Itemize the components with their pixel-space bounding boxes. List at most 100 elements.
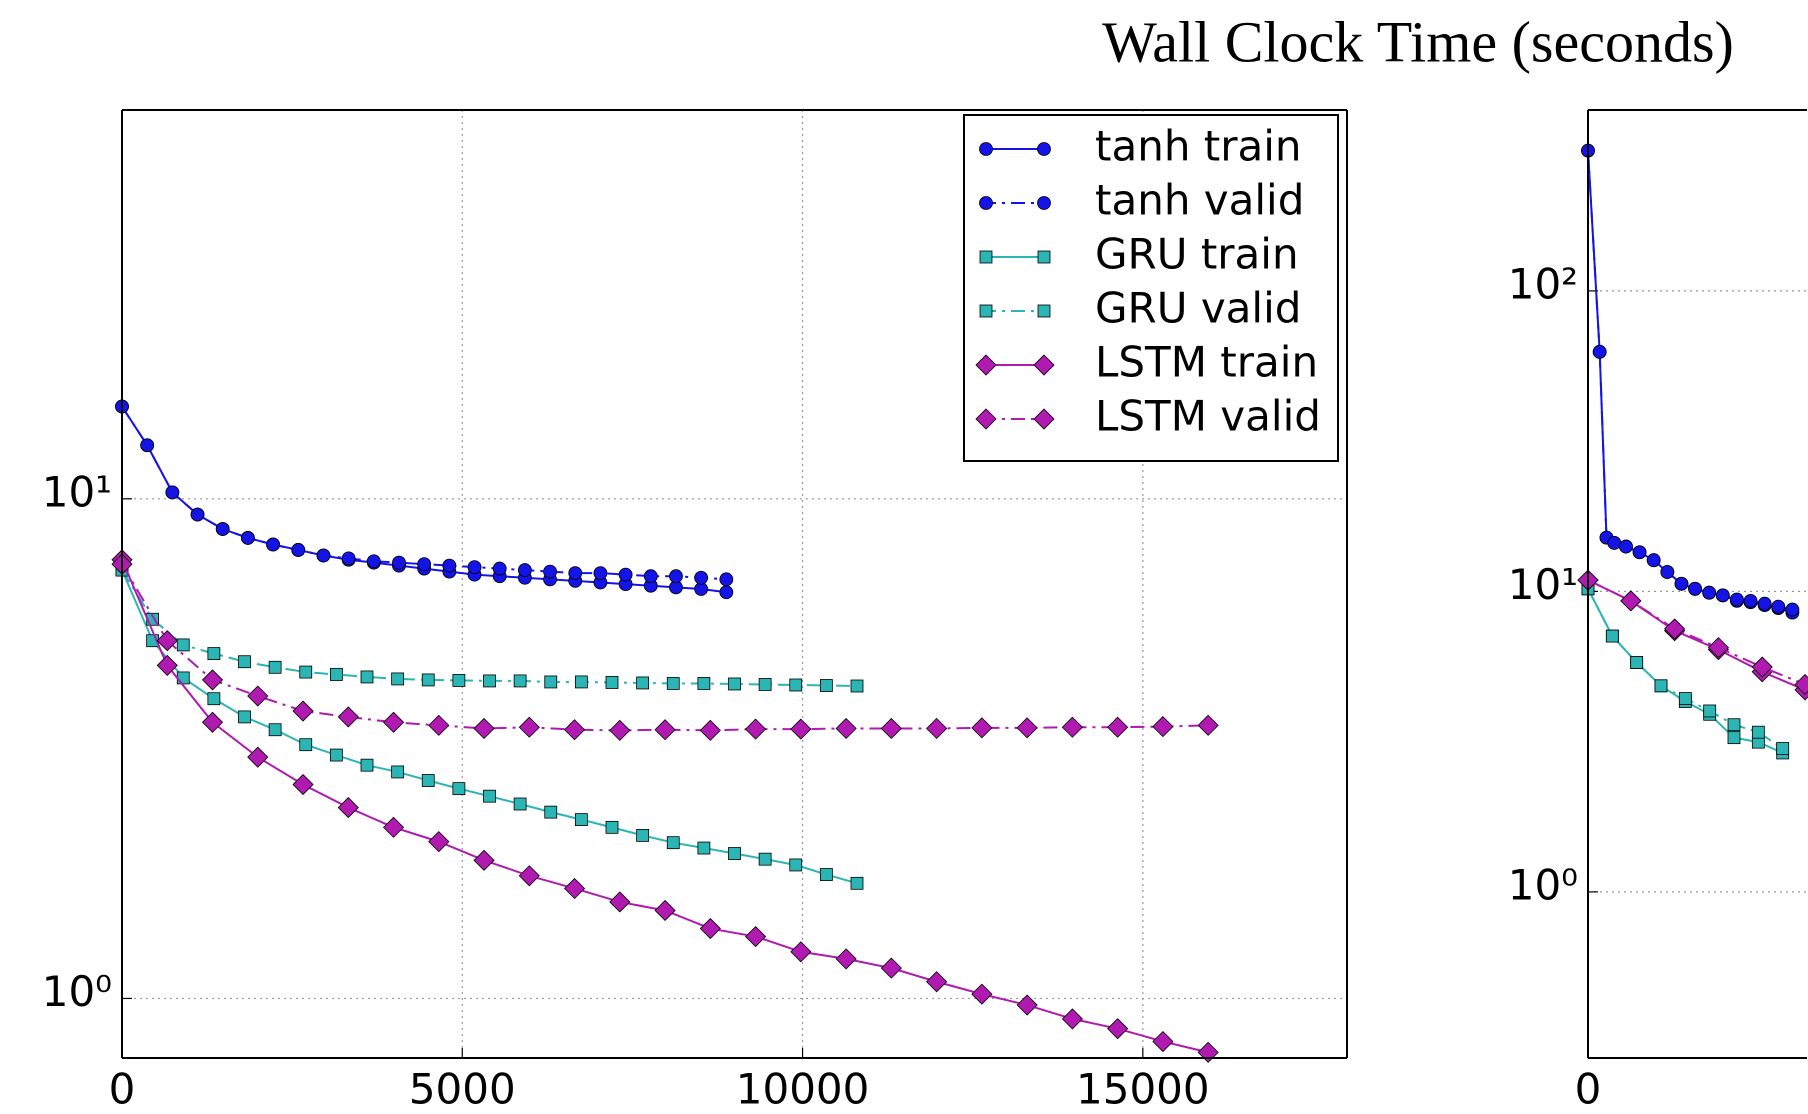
marker xyxy=(1619,539,1633,554)
marker xyxy=(421,673,435,687)
marker xyxy=(609,891,631,913)
marker xyxy=(789,678,803,692)
marker xyxy=(719,585,734,600)
marker xyxy=(1620,590,1642,612)
marker xyxy=(316,548,331,563)
marker xyxy=(1771,599,1786,614)
legend-marker xyxy=(979,142,993,156)
marker xyxy=(201,669,224,691)
legend-label: tanh valid xyxy=(1095,176,1304,225)
marker xyxy=(880,717,902,740)
legend-marker xyxy=(1033,408,1055,430)
marker xyxy=(292,773,314,796)
marker xyxy=(291,543,306,557)
legend-label: LSTM train xyxy=(1095,338,1318,387)
marker xyxy=(360,670,374,684)
marker xyxy=(1715,588,1730,603)
marker xyxy=(835,948,857,970)
marker xyxy=(666,677,680,690)
marker xyxy=(238,710,251,724)
marker xyxy=(1152,716,1174,738)
marker xyxy=(492,561,507,576)
marker xyxy=(1785,602,1800,617)
marker xyxy=(728,847,741,860)
marker xyxy=(971,717,993,739)
legend-label: GRU valid xyxy=(1095,284,1301,333)
marker xyxy=(758,678,772,691)
legend-marker xyxy=(979,304,993,318)
marker xyxy=(636,676,650,690)
series-line xyxy=(121,563,1209,732)
marker xyxy=(1702,585,1717,600)
marker xyxy=(483,789,496,803)
marker xyxy=(568,566,583,581)
marker xyxy=(215,522,230,536)
marker xyxy=(758,852,772,866)
legend-marker xyxy=(1037,142,1051,156)
marker xyxy=(609,719,631,741)
y-tick-label: 10¹ xyxy=(1508,560,1578,609)
marker xyxy=(819,679,833,692)
legend-marker xyxy=(1033,354,1055,376)
marker xyxy=(156,630,178,652)
legend-marker xyxy=(979,196,993,210)
marker xyxy=(1727,731,1741,745)
marker xyxy=(694,570,709,585)
marker xyxy=(1743,593,1758,608)
marker xyxy=(452,674,466,687)
marker xyxy=(421,774,435,787)
marker xyxy=(518,865,540,887)
marker xyxy=(391,765,405,779)
marker xyxy=(543,564,557,579)
marker xyxy=(176,671,190,685)
series-line xyxy=(121,569,858,688)
marker xyxy=(654,899,676,922)
marker xyxy=(669,569,683,584)
legend-marker xyxy=(975,408,997,430)
marker xyxy=(1727,718,1741,732)
y-tick-label: 10⁰ xyxy=(1508,860,1578,909)
marker xyxy=(299,665,313,679)
marker xyxy=(517,563,532,577)
series-line xyxy=(121,405,727,581)
marker xyxy=(299,738,313,752)
marker xyxy=(1703,704,1717,718)
series-line xyxy=(121,559,1209,1054)
marker xyxy=(1061,1008,1083,1030)
legend-marker xyxy=(979,250,993,264)
marker xyxy=(337,797,359,819)
x-tick-label: 5000 xyxy=(409,1065,516,1114)
marker xyxy=(699,917,721,940)
legend-box xyxy=(963,114,1339,462)
marker xyxy=(1107,1018,1129,1040)
marker xyxy=(697,841,711,855)
marker xyxy=(544,805,558,819)
marker xyxy=(165,485,180,500)
marker xyxy=(850,679,864,693)
marker xyxy=(140,438,155,453)
figure-title: Wall Clock Time (seconds) xyxy=(1102,9,1734,74)
legend-marker xyxy=(1037,250,1051,264)
marker xyxy=(1197,1041,1219,1063)
marker xyxy=(666,836,680,850)
marker xyxy=(1061,716,1083,738)
marker xyxy=(518,716,540,738)
marker xyxy=(618,567,633,582)
marker xyxy=(1592,344,1607,359)
marker xyxy=(790,718,812,740)
marker xyxy=(971,983,993,1005)
marker xyxy=(201,711,224,733)
marker xyxy=(1751,656,1773,678)
marker xyxy=(1630,656,1644,669)
marker xyxy=(1016,994,1038,1016)
marker xyxy=(292,700,314,722)
legend-label: tanh train xyxy=(1095,122,1302,171)
marker xyxy=(926,971,948,993)
marker xyxy=(654,719,676,741)
marker xyxy=(1107,716,1129,738)
marker xyxy=(719,572,734,587)
marker xyxy=(241,531,255,545)
marker xyxy=(564,877,586,900)
marker xyxy=(392,555,406,570)
